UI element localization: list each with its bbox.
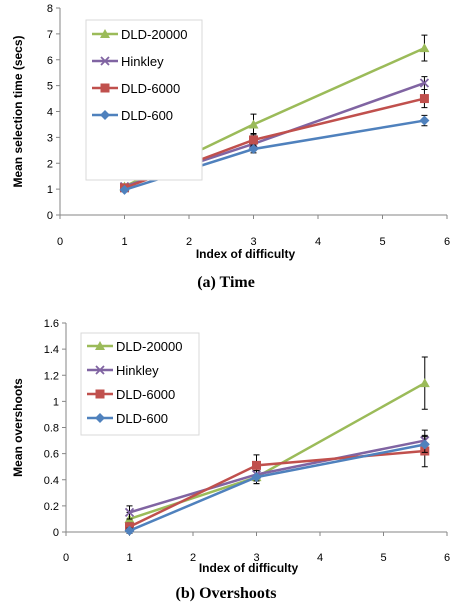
x-axis-title: Index of difficulty: [199, 561, 299, 575]
legend-swatch-marker: [95, 341, 105, 350]
y-tick-label: 7: [47, 29, 53, 41]
y-tick-label: 4: [47, 107, 53, 119]
legend-swatch-marker: [100, 83, 110, 93]
data-point-dld-600: [251, 472, 262, 483]
x-tick-label: 1: [126, 552, 132, 564]
series-line-dld-6000: [128, 449, 425, 528]
data-point-dld-6000: [252, 460, 261, 470]
y-tick-label: 1: [53, 396, 59, 408]
data-point-dld-600: [419, 439, 430, 450]
chart-time: 0 1 2 3 4 5 6 7 8 0 1 2 3 4 5 6 Index of difficulty Mean …: [11, 3, 450, 291]
legend-label: Hinkley: [121, 54, 164, 69]
y-tick-label: 6: [47, 55, 53, 67]
data-point-hinkley: [419, 78, 430, 88]
data-point-dld-20000: [419, 378, 430, 388]
x-tick-label: 2: [186, 236, 192, 248]
series-line-hinkley: [129, 439, 426, 514]
y-tick-label: 0.2: [44, 501, 59, 513]
x-tick-label: 1: [121, 236, 127, 248]
legend-swatch-marker: [100, 56, 110, 66]
data-point-dld-600: [124, 525, 135, 536]
y-axis-title: Mean overshoots: [11, 378, 25, 477]
legend-label: Hinkley: [116, 363, 159, 378]
x-tick-label: 5: [380, 552, 386, 564]
x-tick-label: 4: [315, 236, 321, 248]
y-tick-label: 0: [53, 527, 59, 539]
x-tick-label: 6: [444, 236, 450, 248]
legend-label: DLD-600: [121, 108, 173, 123]
legend-swatch-marker: [95, 365, 105, 375]
legend-swatch-marker: [95, 413, 105, 423]
legend-label: DLD-6000: [116, 387, 175, 402]
figure-caption: (b) Overshoots: [176, 585, 277, 602]
series-line-dld-600: [129, 443, 426, 532]
data-point-dld-600: [119, 184, 130, 195]
legend-label: DLD-20000: [116, 339, 183, 354]
x-tick-label: 6: [444, 552, 450, 564]
chart-overshoots: 0 0.2 0.4 0.6 0.8 1 1.2 1.4 1.6 0 1 2 3 4 5 6 Index of d…: [11, 318, 450, 602]
x-tick-label: 5: [379, 236, 385, 248]
y-tick-label: 5: [47, 81, 53, 93]
x-tick-label: 2: [190, 552, 196, 564]
legend-swatch-marker: [100, 110, 110, 120]
x-axis-title: Index of difficulty: [196, 247, 296, 261]
legend-label: DLD-600: [116, 411, 168, 426]
y-tick-label: 1.2: [44, 370, 59, 382]
data-point-dld-6000: [419, 94, 429, 104]
y-tick-label: 0.8: [44, 423, 59, 435]
y-tick-label: 8: [47, 3, 53, 15]
x-tick-label: 3: [253, 552, 259, 564]
x-tick-label: 0: [57, 236, 63, 248]
y-tick-label: 3: [47, 132, 53, 144]
y-tick-label: 1.6: [44, 318, 59, 330]
y-tick-label: 1: [47, 184, 53, 196]
y-tick-label: 2: [47, 158, 53, 170]
y-axis-title: Mean selection time (secs): [11, 35, 25, 187]
y-tick-label: 1.4: [44, 344, 59, 356]
data-point-hinkley: [124, 507, 135, 518]
data-point-dld-6000: [249, 135, 258, 145]
figure-caption: (a) Time: [197, 274, 255, 291]
data-point-dld-600: [248, 144, 259, 155]
y-tick-label: 0.6: [44, 449, 59, 461]
data-point-dld-20000: [248, 119, 259, 129]
legend-swatch-marker: [95, 389, 105, 399]
legend-label: DLD-20000: [121, 27, 188, 42]
data-point-dld-600: [419, 115, 430, 126]
legend-swatch-marker: [100, 29, 110, 38]
data-point-dld-20000: [419, 43, 430, 53]
legend: DLD-20000 Hinkley DLD-6000 DLD-600: [85, 19, 203, 181]
x-tick-label: 4: [317, 552, 323, 564]
y-tick-label: 0: [47, 210, 53, 222]
legend-box: [85, 19, 203, 181]
x-tick-label: 3: [250, 236, 256, 248]
x-tick-label: 0: [63, 552, 69, 564]
legend: DLD-20000 Hinkley DLD-6000 DLD-600: [80, 332, 200, 436]
legend-label: DLD-6000: [121, 81, 180, 96]
y-tick-label: 0.4: [44, 475, 59, 487]
